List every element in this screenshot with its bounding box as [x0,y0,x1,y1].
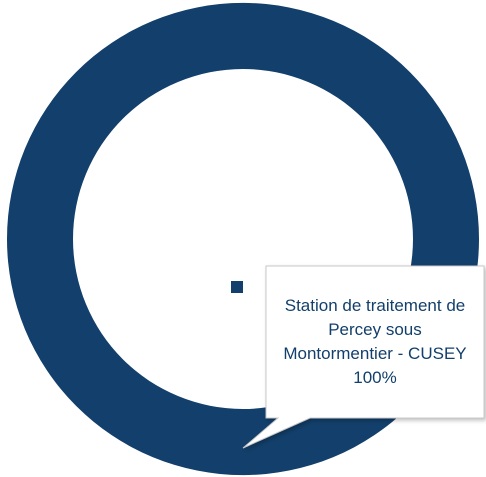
callout-box [242,265,485,449]
legend-key [231,281,243,293]
category-label: Station de traitement de Percey sous Mon… [283,296,467,363]
callout: Station de traitement de Percey sous Mon… [266,266,484,418]
value-label: 100% [353,368,397,387]
